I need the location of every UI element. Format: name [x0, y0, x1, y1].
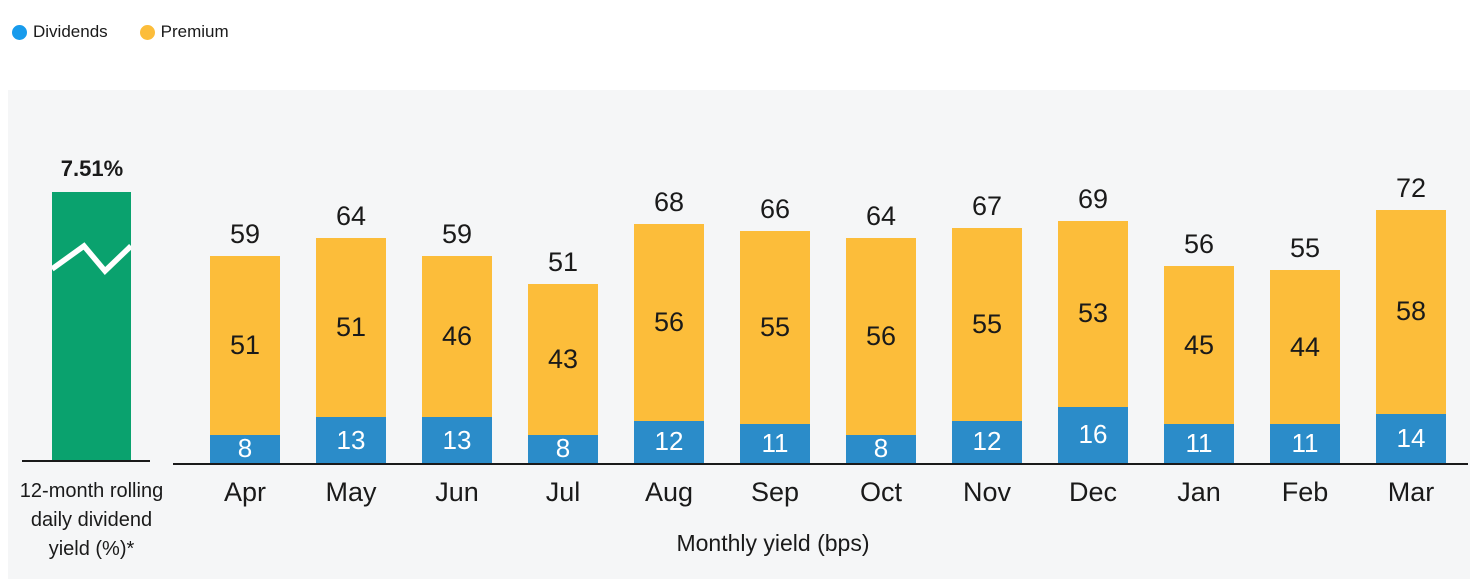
month-label: Nov	[962, 477, 1011, 507]
bar-group-aug: 68 56 12	[634, 187, 704, 463]
premium-segment: 45	[1164, 266, 1234, 425]
bar-group-jun: 59 46 13	[422, 219, 492, 463]
total-label: 55	[1289, 232, 1321, 263]
left-axis-line	[22, 460, 150, 462]
bar-group-jan: 56 45 11	[1164, 229, 1234, 463]
bar-group-sep: 66 55 11	[740, 194, 810, 463]
rolling-yield-caption-line2: daily dividend	[30, 509, 153, 531]
total-label: 67	[971, 190, 1003, 221]
month-label: Jul	[545, 477, 581, 507]
bar-group-may: 64 51 13	[316, 201, 386, 463]
dividends-segment: 12	[952, 420, 1022, 463]
total-label: 59	[229, 218, 261, 249]
rolling-yield-caption-line1: 12-month rolling	[19, 480, 164, 502]
month-label: May	[325, 477, 377, 507]
month-label: Dec	[1068, 477, 1117, 507]
rolling-yield-bar	[52, 192, 131, 460]
rolling-yield-value: 7.51%	[60, 156, 124, 181]
premium-segment: 55	[740, 231, 810, 425]
premium-segment: 51	[316, 238, 386, 418]
dividends-segment: 12	[634, 420, 704, 463]
total-label: 51	[547, 246, 579, 277]
month-label: Jan	[1177, 477, 1221, 507]
monthly-axis-line	[173, 463, 1468, 465]
dividends-segment: 16	[1058, 406, 1128, 463]
axis-break-zigzag-icon	[52, 242, 131, 276]
bar-group-dec: 69 53 16	[1058, 184, 1128, 463]
premium-segment: 46	[422, 255, 492, 418]
legend-item-premium: Premium	[139, 22, 229, 42]
total-label: 56	[1183, 229, 1215, 260]
total-label: 72	[1395, 173, 1427, 204]
dividends-segment: 11	[1164, 424, 1234, 463]
premium-segment: 43	[528, 283, 598, 435]
dividends-segment: 14	[1376, 413, 1446, 463]
chart-panel: 7.51% 12-month rolling daily dividend yi…	[8, 90, 1470, 579]
total-label: 69	[1077, 183, 1109, 214]
month-label: Aug	[644, 477, 694, 507]
bar-group-feb: 55 44 11	[1270, 233, 1340, 463]
rolling-yield-caption-line3: yield (%)*	[48, 538, 135, 560]
x-axis-title: Monthly yield (bps)	[676, 530, 870, 556]
month-label: Mar	[1387, 477, 1435, 507]
bar-group-jul: 51 43 8	[528, 247, 598, 463]
month-label: Feb	[1281, 477, 1329, 507]
premium-segment: 56	[846, 238, 916, 435]
dividends-segment: 11	[1270, 424, 1340, 463]
dividends-legend-dot-icon	[12, 24, 27, 40]
premium-segment: 51	[210, 255, 280, 435]
month-label: Apr	[223, 477, 267, 507]
rolling-yield-caption: 12-month rolling daily dividend yield (%…	[11, 477, 172, 564]
dividends-segment: 13	[422, 417, 492, 463]
dividends-segment: 8	[210, 433, 280, 463]
premium-legend-label: Premium	[160, 22, 229, 41]
premium-segment: 58	[1376, 210, 1446, 414]
bar-group-apr: 59 51 8	[210, 219, 280, 463]
dividends-segment: 11	[740, 424, 810, 463]
month-label: Sep	[750, 477, 800, 507]
premium-segment: 55	[952, 227, 1022, 421]
month-label: Jun	[435, 477, 479, 507]
dividends-segment: 8	[528, 433, 598, 463]
bar-group-mar: 72 58 14	[1376, 173, 1446, 463]
total-label: 64	[865, 201, 897, 232]
bar-group-nov: 67 55 12	[952, 191, 1022, 463]
legend-item-dividends: Dividends	[12, 22, 108, 42]
bar-group-oct: 64 56 8	[846, 201, 916, 463]
month-label: Oct	[859, 477, 902, 507]
total-label: 66	[759, 194, 791, 225]
dividends-segment: 13	[316, 417, 386, 463]
dividends-segment: 8	[846, 433, 916, 463]
total-label: 59	[441, 218, 473, 249]
premium-segment: 44	[1270, 269, 1340, 425]
premium-legend-dot-icon	[139, 24, 155, 40]
premium-segment: 56	[634, 224, 704, 421]
legend: Dividends Premium	[12, 22, 229, 42]
total-label: 64	[335, 201, 367, 232]
dividends-legend-label: Dividends	[33, 22, 108, 41]
total-label: 68	[653, 187, 685, 218]
premium-segment: 53	[1058, 220, 1128, 407]
